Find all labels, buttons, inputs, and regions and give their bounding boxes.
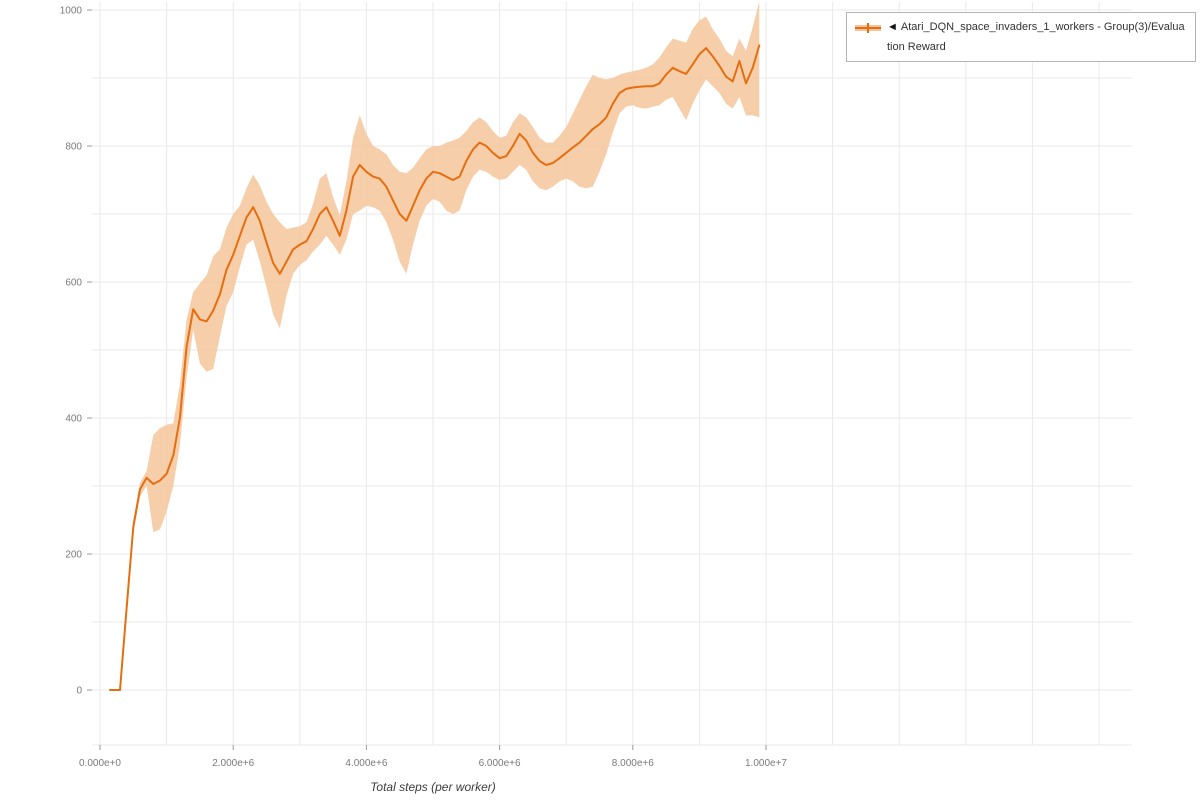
- legend-collapse-icon[interactable]: ◄: [887, 21, 898, 33]
- y-tick-label: 800: [65, 142, 82, 153]
- x-tick-label: 2.000e+6: [212, 758, 254, 769]
- y-tick-label: 0: [76, 686, 82, 697]
- y-tick-label: 600: [65, 278, 82, 289]
- y-tick-label: 200: [65, 550, 82, 561]
- legend-line-swatch: [855, 23, 881, 33]
- x-tick-label: 0.000e+0: [79, 758, 121, 769]
- legend-label: Atari_DQN_space_invaders_1_workers - Gro…: [887, 21, 1185, 53]
- confidence-band: [110, 1, 760, 691]
- y-tick-label: 400: [65, 414, 82, 425]
- x-axis-title: Total steps (per worker): [370, 780, 496, 794]
- y-tick-label: 1000: [60, 6, 83, 17]
- x-tick-label: 1.000e+7: [745, 758, 787, 769]
- x-tick-label: 6.000e+6: [479, 758, 521, 769]
- x-tick-label: 8.000e+6: [612, 758, 654, 769]
- x-tick-label: 4.000e+6: [345, 758, 387, 769]
- mean-reward-line: [109, 44, 761, 691]
- legend[interactable]: ◄ Atari_DQN_space_invaders_1_workers - Gr…: [846, 12, 1196, 62]
- legend-entry: ◄ Atari_DQN_space_invaders_1_workers - Gr…: [887, 17, 1187, 57]
- grid: [92, 2, 1132, 746]
